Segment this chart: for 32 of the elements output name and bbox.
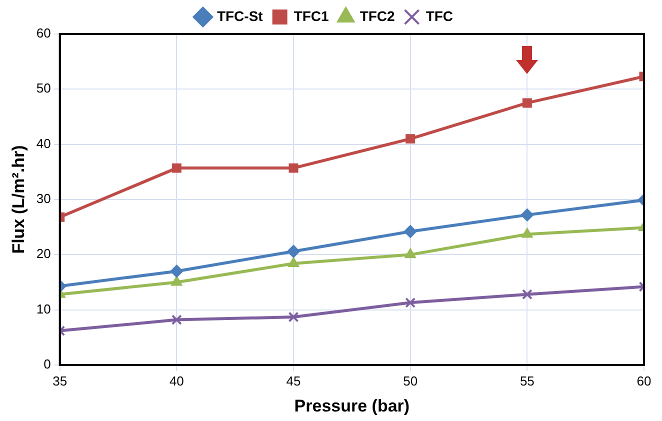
point <box>522 289 532 300</box>
y-tick-label: 60 <box>36 26 51 41</box>
y-axis-title: Flux (L/m².hr) <box>8 145 28 254</box>
y-tick-label: 20 <box>36 246 51 262</box>
point <box>287 244 300 258</box>
x-tick-label: 50 <box>403 373 418 388</box>
legend-label: TFC <box>426 8 454 24</box>
y-tick-label: 0 <box>44 356 51 372</box>
point <box>170 264 184 278</box>
point <box>521 228 533 238</box>
legend-label: TFC1 <box>294 8 330 24</box>
y-tick-label: 50 <box>36 80 51 96</box>
x-tick-label: 40 <box>169 373 184 388</box>
x-axis-title: Pressure (bar) <box>294 396 410 416</box>
legend-label: TFC2 <box>360 8 396 24</box>
point <box>288 256 300 267</box>
x-tick-label: 35 <box>52 373 68 388</box>
y-tick-label: 40 <box>36 136 51 151</box>
point <box>405 297 416 308</box>
point <box>404 224 417 238</box>
point <box>520 208 534 222</box>
point <box>522 98 532 108</box>
y-tick-label: 10 <box>36 301 51 316</box>
y-tick-label: 30 <box>36 191 51 206</box>
x-tick-label: 55 <box>520 373 534 388</box>
x-tick-label: 45 <box>286 373 301 388</box>
point <box>404 248 416 258</box>
x-tick-label: 60 <box>636 373 652 388</box>
legend-label: TFC-St <box>216 8 264 24</box>
point <box>288 312 299 322</box>
point <box>406 134 416 144</box>
point <box>288 163 298 173</box>
